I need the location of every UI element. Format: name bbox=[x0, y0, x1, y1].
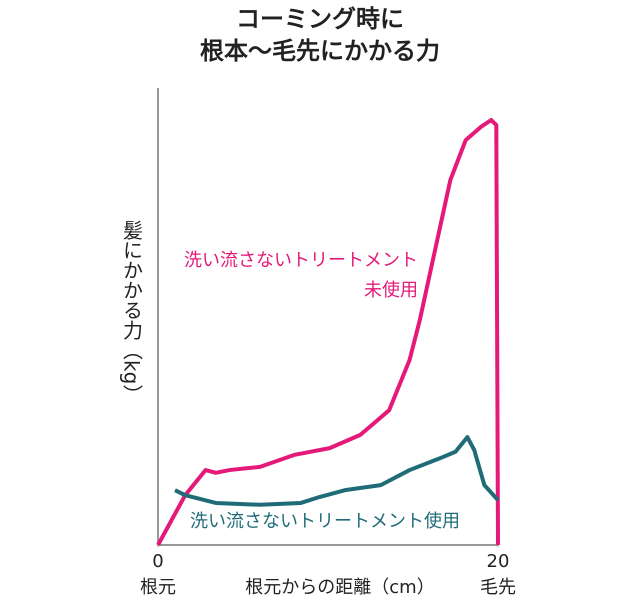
chart-title: コーミング時に bbox=[236, 5, 404, 33]
x-tick-label: 20 bbox=[487, 551, 510, 572]
x-tick-label: 0 bbox=[152, 551, 163, 572]
series-label-box: 洗い流さないトリートメント未使用 bbox=[184, 250, 418, 301]
series-line bbox=[174, 435, 500, 507]
x-end-label: 毛先 bbox=[480, 577, 516, 598]
y-axis-label: 髪にかかる力（kg） bbox=[120, 220, 144, 405]
chart-title: 根本〜毛先にかかる力 bbox=[200, 37, 440, 65]
x-end-label: 根元 bbox=[140, 577, 176, 598]
series-label: 洗い流さないトリートメント未使用 bbox=[184, 250, 418, 301]
x-axis-label: 根元からの距離（cm） bbox=[245, 577, 434, 598]
series-label: 洗い流さないトリートメント使用 bbox=[190, 511, 460, 532]
series-label-box: 洗い流さないトリートメント使用 bbox=[190, 511, 460, 532]
series-line bbox=[156, 117, 500, 546]
